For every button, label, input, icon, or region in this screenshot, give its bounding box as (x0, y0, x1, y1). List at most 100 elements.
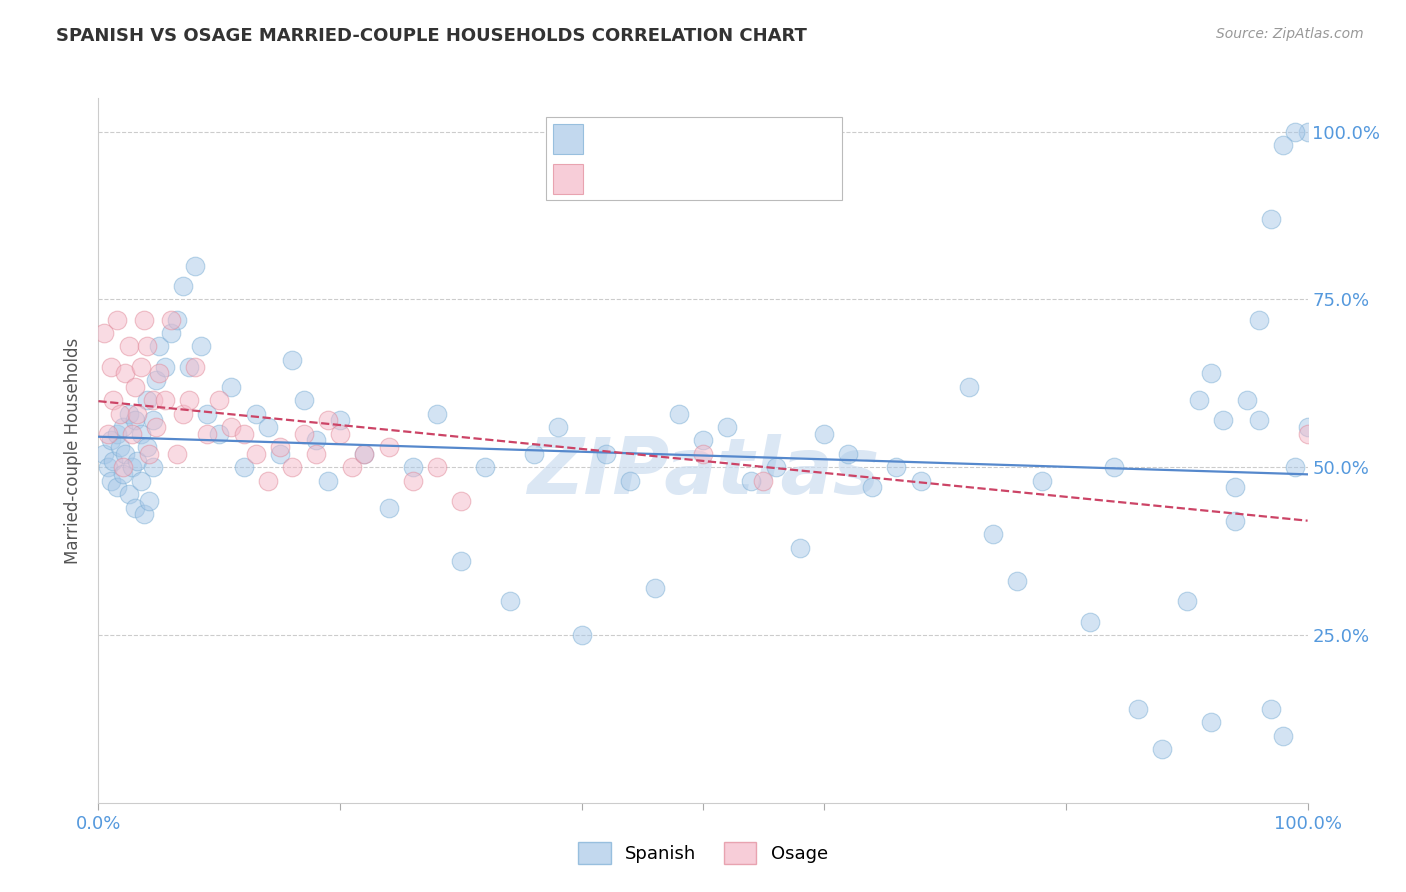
Point (105, 480, 128, 494)
Point (208, 426, 231, 441)
Point (1199, 366, 1222, 380)
Point (269, 440, 291, 454)
Point (377, 440, 399, 454)
Point (1175, 594, 1198, 608)
Point (166, 312, 188, 326)
Point (619, 474, 641, 488)
Point (124, 413, 146, 427)
Point (105, 426, 128, 441)
Text: SPANISH VS OSAGE MARRIED-COUPLE HOUSEHOLDS CORRELATION CHART: SPANISH VS OSAGE MARRIED-COUPLE HOUSEHOL… (56, 27, 807, 45)
Point (93, 326, 115, 340)
Point (135, 339, 157, 353)
Point (129, 359, 152, 374)
Point (221, 380, 243, 394)
Point (118, 339, 141, 353)
Point (179, 393, 201, 408)
Point (101, 393, 124, 408)
Point (765, 460, 787, 475)
Point (108, 407, 131, 421)
Point (1236, 393, 1258, 408)
Point (160, 326, 183, 340)
Y-axis label: Married-couple Households: Married-couple Households (63, 337, 82, 564)
Point (121, 426, 143, 441)
Point (450, 493, 472, 508)
Point (1031, 474, 1053, 488)
Point (100, 359, 122, 374)
Point (127, 407, 149, 421)
Point (179, 359, 201, 374)
Point (1272, 138, 1295, 153)
Point (160, 312, 183, 326)
Point (145, 420, 167, 434)
Point (426, 407, 449, 421)
Point (101, 453, 124, 467)
Point (111, 460, 134, 475)
Point (111, 420, 134, 434)
Point (402, 474, 425, 488)
Point (145, 373, 167, 387)
Point (124, 380, 146, 394)
Point (138, 447, 160, 461)
Point (353, 447, 375, 461)
Point (1249, 312, 1271, 326)
Point (910, 474, 932, 488)
Point (644, 581, 666, 595)
Point (232, 426, 254, 441)
Point (1152, 742, 1174, 756)
Point (402, 460, 425, 475)
Point (1296, 426, 1319, 441)
Point (1212, 413, 1234, 427)
Point (142, 413, 165, 427)
Point (135, 440, 157, 454)
Point (100, 474, 122, 488)
Point (100, 434, 122, 448)
Point (108, 440, 131, 454)
Point (269, 447, 291, 461)
Point (124, 500, 146, 515)
Point (860, 480, 883, 494)
Point (172, 407, 194, 421)
Point (292, 393, 315, 408)
Point (97, 426, 120, 441)
Point (547, 420, 569, 434)
Point (1260, 211, 1282, 226)
Point (114, 447, 136, 461)
Point (498, 594, 520, 608)
Point (153, 359, 176, 374)
Point (97, 460, 120, 475)
Point (329, 426, 352, 441)
Point (148, 366, 170, 380)
Point (245, 407, 267, 421)
Point (195, 407, 218, 421)
Point (450, 554, 472, 568)
Point (716, 420, 738, 434)
Point (1296, 420, 1319, 434)
Point (142, 393, 165, 408)
Point (281, 352, 304, 367)
Point (981, 527, 1004, 541)
Point (1284, 125, 1306, 139)
Point (377, 500, 399, 515)
Point (142, 460, 165, 475)
Point (813, 426, 835, 441)
Point (316, 413, 339, 427)
Point (245, 447, 267, 461)
Point (166, 447, 188, 461)
Point (595, 447, 617, 461)
Point (692, 447, 714, 461)
Point (111, 467, 134, 481)
Point (837, 447, 859, 461)
Point (1272, 729, 1295, 743)
Point (127, 453, 149, 467)
Point (221, 420, 243, 434)
Point (886, 460, 908, 475)
Point (256, 420, 278, 434)
Point (281, 460, 304, 475)
Text: ZIPatlas: ZIPatlas (527, 434, 879, 509)
Point (1223, 480, 1246, 494)
Point (1260, 702, 1282, 716)
Point (474, 460, 496, 475)
Point (1078, 615, 1101, 629)
Point (184, 359, 207, 374)
Point (1102, 460, 1125, 475)
